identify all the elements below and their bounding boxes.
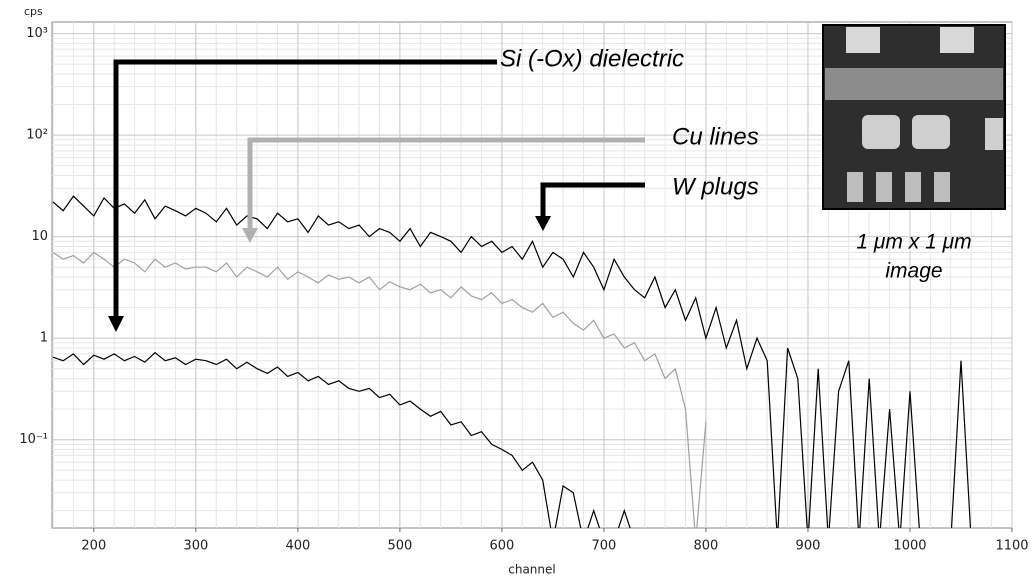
series-lines bbox=[52, 195, 972, 528]
arrow-w bbox=[540, 182, 645, 218]
x-tick-label: 600 bbox=[489, 539, 514, 554]
arrowhead bbox=[242, 228, 258, 243]
inset-image bbox=[822, 24, 1006, 210]
x-tick-label: 800 bbox=[694, 539, 719, 554]
series-line bbox=[52, 195, 972, 528]
arrowhead bbox=[535, 216, 551, 231]
x-tick-label: 1000 bbox=[893, 539, 926, 554]
arrows bbox=[108, 59, 645, 332]
y-tick-label: 10⁻¹ bbox=[19, 432, 48, 447]
arrow-cu bbox=[247, 137, 645, 230]
annotation: Cu lines bbox=[672, 123, 759, 150]
inset-caption: 1 μm x 1 μm bbox=[856, 231, 971, 254]
arrow-si bbox=[113, 59, 497, 318]
y-tick-label: 10³ bbox=[26, 26, 48, 41]
x-tick-label: 300 bbox=[183, 539, 208, 554]
inset-caption: image bbox=[885, 260, 942, 283]
y-tick-label: 1 bbox=[40, 331, 48, 346]
x-tick-label: 200 bbox=[81, 539, 106, 554]
y-axis-label: cps bbox=[24, 5, 43, 18]
y-tick-label: 10² bbox=[26, 128, 48, 143]
series-line bbox=[52, 351, 631, 528]
y-tick-label: 10 bbox=[31, 229, 48, 244]
arrowhead bbox=[108, 316, 124, 332]
grid bbox=[52, 22, 1013, 528]
x-tick-label: 400 bbox=[285, 539, 310, 554]
x-tick-label: 900 bbox=[796, 539, 821, 554]
annotation: Si (-Ox) dielectric bbox=[500, 45, 684, 72]
x-axis-label: channel bbox=[508, 563, 555, 577]
series-line bbox=[52, 251, 707, 528]
annotation: W plugs bbox=[672, 173, 759, 200]
labels: 10⁻¹ 1 10 10² 10³ 200 300 400 500 600 700 800 900 100… bbox=[19, 26, 1028, 553]
x-tick-label: 1100 bbox=[995, 539, 1028, 554]
x-tick-label: 700 bbox=[592, 539, 617, 554]
x-tick-label: 500 bbox=[387, 539, 412, 554]
